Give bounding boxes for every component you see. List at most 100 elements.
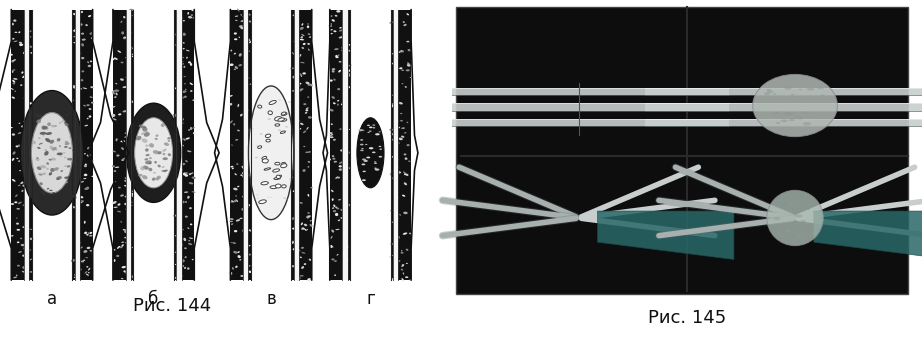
Ellipse shape xyxy=(127,233,130,235)
Ellipse shape xyxy=(183,33,186,36)
Ellipse shape xyxy=(235,266,238,268)
Ellipse shape xyxy=(18,202,22,204)
Ellipse shape xyxy=(307,166,310,167)
Ellipse shape xyxy=(333,204,336,207)
Ellipse shape xyxy=(188,243,193,245)
Ellipse shape xyxy=(295,207,298,209)
Ellipse shape xyxy=(29,170,32,172)
Ellipse shape xyxy=(81,181,84,183)
Ellipse shape xyxy=(127,26,130,28)
Ellipse shape xyxy=(183,90,186,93)
Ellipse shape xyxy=(337,103,338,106)
Ellipse shape xyxy=(149,143,154,147)
Ellipse shape xyxy=(49,190,53,191)
Ellipse shape xyxy=(91,37,94,39)
Ellipse shape xyxy=(231,145,233,146)
Ellipse shape xyxy=(394,76,396,77)
Ellipse shape xyxy=(344,272,348,275)
Ellipse shape xyxy=(291,243,293,244)
Ellipse shape xyxy=(366,157,371,158)
Ellipse shape xyxy=(241,26,243,29)
Ellipse shape xyxy=(299,54,301,57)
Ellipse shape xyxy=(230,274,232,275)
FancyBboxPatch shape xyxy=(393,10,398,280)
Ellipse shape xyxy=(41,165,46,169)
Ellipse shape xyxy=(335,15,337,17)
Ellipse shape xyxy=(41,126,46,130)
Ellipse shape xyxy=(42,135,44,137)
Ellipse shape xyxy=(82,38,86,41)
Ellipse shape xyxy=(77,66,79,69)
Ellipse shape xyxy=(189,237,193,239)
Ellipse shape xyxy=(115,92,118,95)
Ellipse shape xyxy=(83,260,85,261)
Ellipse shape xyxy=(89,108,91,110)
Ellipse shape xyxy=(13,78,18,80)
Ellipse shape xyxy=(239,25,242,27)
Ellipse shape xyxy=(292,160,295,162)
Ellipse shape xyxy=(309,259,312,261)
Ellipse shape xyxy=(81,261,84,263)
Ellipse shape xyxy=(305,229,308,231)
Ellipse shape xyxy=(61,170,63,172)
Ellipse shape xyxy=(300,275,303,276)
Ellipse shape xyxy=(301,62,305,63)
Ellipse shape xyxy=(124,237,127,238)
Ellipse shape xyxy=(336,55,337,58)
Ellipse shape xyxy=(401,70,404,71)
Ellipse shape xyxy=(241,20,245,22)
Ellipse shape xyxy=(397,171,400,174)
Ellipse shape xyxy=(65,142,69,145)
Ellipse shape xyxy=(24,97,27,99)
Ellipse shape xyxy=(375,133,380,135)
Ellipse shape xyxy=(50,140,54,144)
Ellipse shape xyxy=(329,132,333,134)
Ellipse shape xyxy=(73,42,77,44)
Ellipse shape xyxy=(331,190,334,192)
Ellipse shape xyxy=(145,145,148,147)
Ellipse shape xyxy=(796,214,802,218)
Ellipse shape xyxy=(89,32,93,35)
Ellipse shape xyxy=(397,236,400,239)
Ellipse shape xyxy=(247,109,249,112)
Ellipse shape xyxy=(65,115,67,117)
Ellipse shape xyxy=(74,274,77,276)
Ellipse shape xyxy=(241,275,243,277)
Ellipse shape xyxy=(174,277,177,279)
Ellipse shape xyxy=(121,31,124,35)
Ellipse shape xyxy=(811,223,815,225)
Ellipse shape xyxy=(29,102,32,104)
Ellipse shape xyxy=(173,215,176,217)
Ellipse shape xyxy=(180,243,183,246)
Ellipse shape xyxy=(276,185,278,186)
Ellipse shape xyxy=(51,168,54,172)
Ellipse shape xyxy=(302,228,306,230)
Ellipse shape xyxy=(47,122,51,126)
Ellipse shape xyxy=(408,161,410,162)
Ellipse shape xyxy=(41,173,46,175)
Ellipse shape xyxy=(307,212,310,214)
Ellipse shape xyxy=(396,166,399,168)
Ellipse shape xyxy=(18,185,20,186)
Ellipse shape xyxy=(348,260,349,261)
Ellipse shape xyxy=(177,131,180,134)
Ellipse shape xyxy=(126,193,130,196)
Ellipse shape xyxy=(180,228,183,229)
Ellipse shape xyxy=(409,279,412,281)
Ellipse shape xyxy=(291,241,294,242)
Polygon shape xyxy=(814,211,922,260)
Ellipse shape xyxy=(17,208,20,210)
Ellipse shape xyxy=(807,87,814,91)
Ellipse shape xyxy=(329,245,333,248)
Ellipse shape xyxy=(46,162,49,165)
Ellipse shape xyxy=(242,162,247,164)
Ellipse shape xyxy=(30,52,33,54)
Ellipse shape xyxy=(393,145,397,148)
Ellipse shape xyxy=(231,167,234,169)
Ellipse shape xyxy=(17,229,20,231)
Ellipse shape xyxy=(332,68,336,71)
Ellipse shape xyxy=(89,250,93,252)
Ellipse shape xyxy=(112,118,117,120)
Ellipse shape xyxy=(392,278,395,281)
Ellipse shape xyxy=(290,148,294,150)
